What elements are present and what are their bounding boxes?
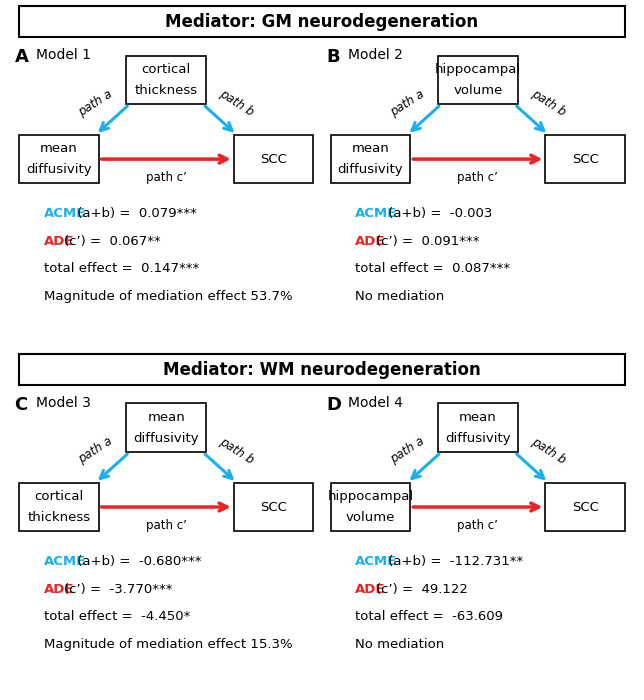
Text: path a: path a [76, 87, 115, 118]
Text: path a: path a [388, 87, 427, 118]
Text: Mediator: GM neurodegeneration: Mediator: GM neurodegeneration [166, 13, 478, 31]
Text: total effect =  -4.450*: total effect = -4.450* [44, 610, 190, 623]
Text: ACME: ACME [44, 207, 86, 220]
Text: total effect =  -63.609: total effect = -63.609 [355, 610, 503, 623]
Bar [331, 134, 410, 183]
Bar [438, 55, 518, 104]
Text: mean: mean [147, 411, 185, 424]
Text: thickness: thickness [135, 84, 198, 97]
Bar [19, 354, 625, 385]
Text: No mediation: No mediation [355, 638, 444, 650]
Text: Model 1: Model 1 [36, 48, 91, 62]
Text: volume: volume [453, 84, 502, 97]
Text: path a: path a [388, 435, 427, 466]
Text: mean: mean [40, 142, 78, 155]
Bar [438, 403, 518, 452]
Text: (a+b) =  0.079***: (a+b) = 0.079*** [73, 207, 196, 220]
Text: hippocampal: hippocampal [328, 490, 413, 503]
Text: (c’) =  0.091***: (c’) = 0.091*** [376, 234, 480, 248]
Text: mean: mean [459, 411, 497, 424]
Text: ACME: ACME [355, 207, 397, 220]
Text: path b: path b [529, 435, 568, 466]
Text: diffusivity: diffusivity [445, 432, 511, 445]
Text: path c’: path c’ [457, 519, 498, 532]
Bar [545, 483, 625, 531]
Text: hippocampal: hippocampal [435, 63, 521, 76]
Bar [126, 403, 206, 452]
Text: (a+b) =  -0.680***: (a+b) = -0.680*** [73, 555, 201, 568]
Text: total effect =  0.147***: total effect = 0.147*** [44, 262, 199, 275]
Text: (c’) =  49.122: (c’) = 49.122 [376, 582, 468, 596]
Text: SCC: SCC [572, 153, 598, 166]
Text: Model 2: Model 2 [348, 48, 402, 62]
Text: cortical: cortical [34, 490, 84, 503]
Text: diffusivity: diffusivity [133, 432, 199, 445]
Text: thickness: thickness [27, 511, 90, 524]
Text: volume: volume [346, 511, 395, 524]
Text: (c’) =  -3.770***: (c’) = -3.770*** [64, 582, 173, 596]
Bar [19, 6, 625, 37]
Bar [19, 134, 99, 183]
Text: diffusivity: diffusivity [337, 163, 403, 176]
Text: Magnitude of mediation effect 53.7%: Magnitude of mediation effect 53.7% [44, 290, 292, 302]
Bar [234, 483, 313, 531]
Text: total effect =  0.087***: total effect = 0.087*** [355, 262, 510, 275]
Text: mean: mean [352, 142, 390, 155]
Text: Model 4: Model 4 [348, 396, 402, 410]
Text: path c’: path c’ [457, 171, 498, 184]
Text: SCC: SCC [260, 153, 287, 166]
Text: A: A [14, 48, 28, 66]
Text: ADE: ADE [355, 234, 386, 248]
Text: path b: path b [217, 87, 256, 118]
Text: ADE: ADE [44, 234, 74, 248]
Text: path b: path b [529, 87, 568, 118]
Text: B: B [326, 48, 340, 66]
Text: ACME: ACME [44, 555, 86, 568]
Text: cortical: cortical [142, 63, 191, 76]
Text: (c’) =  0.067**: (c’) = 0.067** [64, 234, 161, 248]
Text: Model 3: Model 3 [36, 396, 91, 410]
Bar [331, 483, 410, 531]
Text: D: D [326, 396, 341, 414]
Text: (a+b) =  -112.731**: (a+b) = -112.731** [384, 555, 524, 568]
Text: C: C [14, 396, 28, 414]
Text: No mediation: No mediation [355, 290, 444, 302]
Text: ADE: ADE [44, 582, 74, 596]
Text: path c’: path c’ [146, 519, 187, 532]
Text: diffusivity: diffusivity [26, 163, 91, 176]
Text: ACME: ACME [355, 555, 397, 568]
Text: (a+b) =  -0.003: (a+b) = -0.003 [384, 207, 493, 220]
Text: path c’: path c’ [146, 171, 187, 184]
Text: path a: path a [76, 435, 115, 466]
Bar [19, 483, 99, 531]
Text: ADE: ADE [355, 582, 386, 596]
Bar [234, 134, 313, 183]
Text: Mediator: WM neurodegeneration: Mediator: WM neurodegeneration [163, 360, 481, 379]
Bar [545, 134, 625, 183]
Text: SCC: SCC [260, 500, 287, 514]
Text: path b: path b [217, 435, 256, 466]
Text: SCC: SCC [572, 500, 598, 514]
Bar [126, 55, 206, 104]
Text: Magnitude of mediation effect 15.3%: Magnitude of mediation effect 15.3% [44, 638, 292, 650]
